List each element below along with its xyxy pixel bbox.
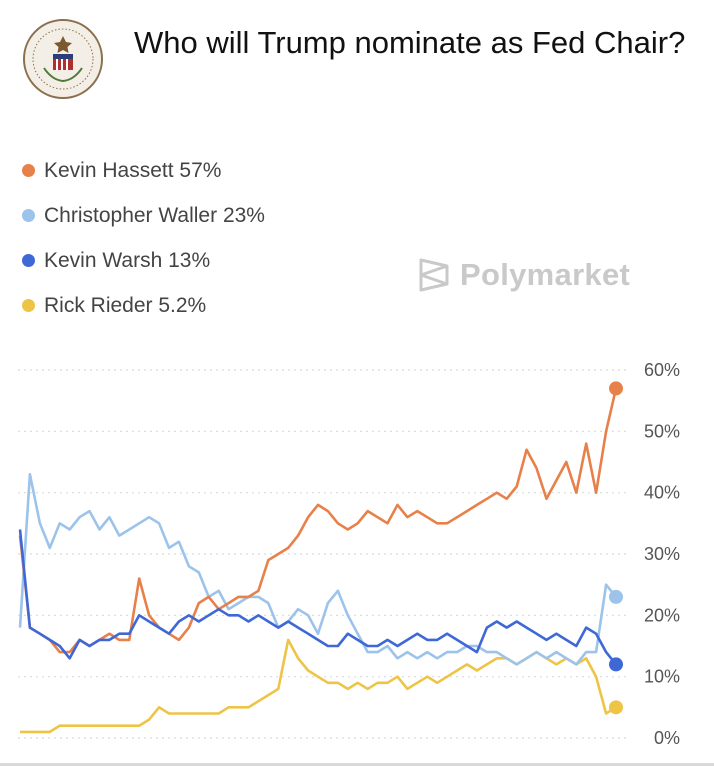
series-line-rick-rieder: [20, 638, 617, 734]
series-line-christopher-waller: [18, 473, 618, 666]
y-tick-label: 0%: [654, 728, 680, 748]
legend-label-rieder: Rick Rieder 5.2%: [44, 293, 207, 317]
legend-item-waller: Christopher Waller 23%: [22, 193, 265, 238]
chart-series-lines: [18, 388, 618, 734]
chart-legend: Kevin Hassett 57% Christopher Waller 23%…: [22, 148, 265, 328]
legend-dot-warsh: [22, 254, 35, 267]
polymarket-logo-icon: [419, 258, 449, 292]
y-tick-label: 40%: [644, 483, 680, 503]
end-marker-kevin-warsh: [609, 657, 623, 672]
end-marker-christopher-waller: [609, 589, 623, 604]
legend-dot-rieder: [22, 299, 35, 312]
legend-label-hassett: Kevin Hassett 57%: [44, 158, 222, 182]
y-tick-label: 20%: [644, 605, 680, 625]
chart-grid: [18, 369, 628, 739]
legend-dot-hassett: [22, 164, 35, 177]
y-tick-label: 10%: [644, 667, 680, 687]
page-title: Who will Trump nominate as Fed Chair?: [134, 25, 686, 60]
chart-end-markers: [609, 381, 623, 715]
bottom-divider: [0, 763, 714, 766]
legend-item-warsh: Kevin Warsh 13%: [22, 238, 265, 283]
legend-label-waller: Christopher Waller 23%: [44, 203, 265, 227]
line-chart: 0% 10% 20% 30% 40% 50% 60%: [18, 360, 680, 748]
y-tick-label: 50%: [644, 421, 680, 441]
end-marker-rick-rieder: [609, 700, 623, 715]
legend-item-rieder: Rick Rieder 5.2%: [22, 283, 265, 328]
polymarket-wordmark: Polymarket: [460, 257, 631, 292]
series-line-kevin-warsh: [18, 529, 618, 666]
legend-label-warsh: Kevin Warsh 13%: [44, 248, 211, 272]
legend-dot-waller: [22, 209, 35, 222]
y-tick-label: 30%: [644, 544, 680, 564]
end-marker-kevin-hassett: [609, 381, 623, 396]
polymarket-watermark: Polymarket: [418, 257, 630, 293]
y-tick-label: 60%: [644, 360, 680, 380]
legend-item-hassett: Kevin Hassett 57%: [22, 148, 265, 193]
series-line-kevin-hassett: [18, 388, 618, 654]
y-axis-ticks: 0% 10% 20% 30% 40% 50% 60%: [644, 360, 680, 748]
federal-reserve-seal-icon: [23, 19, 103, 99]
